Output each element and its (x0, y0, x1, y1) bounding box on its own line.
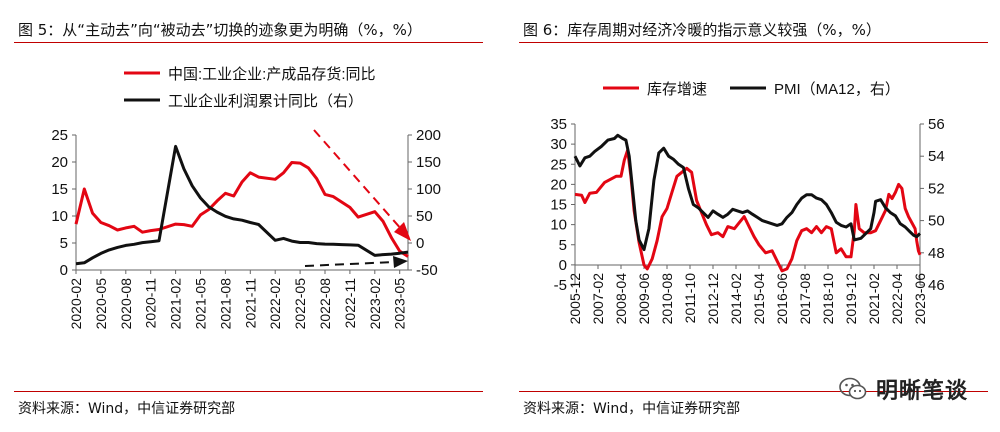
x-tick-label: 2021-05 (193, 278, 209, 330)
x-tick-label: 2023-06 (912, 273, 928, 325)
y-left-tick-label: 0 (60, 262, 68, 279)
x-tick-label: 2021-11 (242, 278, 258, 329)
y-right-tick-label: 54 (928, 148, 945, 165)
x-tick-label: 2022-05 (292, 278, 308, 330)
y-left-tick-label: 15 (550, 197, 567, 214)
series-line-2 (75, 144, 409, 266)
x-tick-label: 2020-02 (68, 278, 84, 330)
y-right-tick-label: 46 (928, 277, 945, 294)
figure-5-source-rule (14, 391, 483, 392)
legend-label-1: 中国:工业企业:产成品存货:同比 (168, 65, 376, 83)
figure-6-source-rule (519, 391, 988, 392)
y-left-tick-label: 25 (51, 127, 68, 144)
x-tick-label: 2019-12 (843, 273, 859, 325)
y-right-tick-label: -50 (416, 262, 438, 279)
figure-5-title-rule (14, 42, 483, 43)
figure-6-source: 资料来源：Wind，中信证券研究部 (523, 401, 741, 417)
y-left-tick-label: 25 (550, 156, 567, 173)
x-tick-label: 2022-04 (889, 273, 905, 325)
x-tick-label: 2007-02 (590, 273, 606, 325)
figure-5-chart: 0 5 10 15 20 25 -50 0 50 100 150 200 2020-02 2020-05 2… (51, 65, 441, 330)
x-tick-label: 2012-12 (705, 273, 721, 325)
legend-label-2: 工业企业利润累计同比（右） (168, 92, 363, 110)
figure-6-panel: 图 6：库存周期对经济冷暖的指示意义较强（%，%） -5 0 5 10 15 20 25 30… (505, 0, 1000, 432)
y-right-tick-label: 48 (928, 245, 945, 262)
x-tick-label: 2010-08 (659, 273, 675, 325)
y-left-tick-label: 35 (550, 116, 567, 133)
figure-5-source: 资料来源：Wind，中信证券研究部 (18, 401, 236, 417)
figure-6-title-rule (519, 42, 988, 43)
wechat-icon (839, 377, 867, 400)
x-tick-label: 2022-11 (342, 278, 358, 329)
figure-5-title: 图 5：从“主动去”向“被动去”切换的迹象更为明确（%，%） (18, 21, 422, 39)
y-left-tick-label: 30 (550, 136, 567, 153)
figure-5-panel: 图 5：从“主动去”向“被动去”切换的迹象更为明确（%，%） 0 5 10 15 20 2… (0, 0, 495, 432)
x-tick-label: 2011-10 (682, 273, 698, 324)
y-right-tick-label: 50 (416, 208, 433, 225)
y-left-tick-label: -5 (554, 277, 567, 294)
x-tick-label: 2023-02 (367, 278, 383, 330)
x-tick-label: 2014-02 (728, 273, 744, 325)
x-tick-label: 2020-11 (143, 278, 159, 329)
x-tick-label: 2020-05 (93, 278, 109, 330)
y-left-tick-label: 20 (51, 154, 68, 171)
y-left-tick-label: 10 (51, 208, 68, 225)
legend-label-2: PMI（MA12，右） (774, 81, 900, 98)
x-tick-label: 2008-04 (613, 273, 629, 325)
y-right-tick-label: 0 (416, 235, 424, 252)
x-tick-label: 2021-02 (866, 273, 882, 325)
x-tick-label: 2017-08 (797, 273, 813, 325)
x-tick-label: 2015-04 (751, 273, 767, 325)
x-tick-label: 2005-12 (567, 273, 583, 325)
x-tick-label: 2016-06 (774, 273, 790, 325)
trend-arrowhead-red (394, 222, 411, 241)
x-tick-label: 2022-08 (317, 278, 333, 330)
trend-arrow-black (304, 261, 396, 267)
y-right-tick-label: 150 (416, 154, 441, 171)
series-line-2 (573, 133, 922, 252)
y-left-tick-label: 0 (559, 257, 567, 274)
trend-arrow-red (313, 129, 403, 231)
x-tick-label: 2009-06 (636, 273, 652, 325)
legend-label-1: 库存增速 (647, 81, 707, 98)
y-left-tick-label: 20 (550, 176, 567, 193)
trend-arrowhead-black (393, 256, 408, 268)
y-right-tick-label: 200 (416, 127, 441, 144)
y-left-tick-label: 15 (51, 181, 68, 198)
x-tick-label: 2021-02 (168, 278, 184, 330)
y-left-tick-label: 10 (550, 217, 567, 234)
series-line-1 (574, 148, 922, 273)
x-tick-label: 2021-08 (217, 278, 233, 330)
watermark-text: 明晰笔谈 (876, 379, 969, 404)
y-right-tick-label: 100 (416, 181, 441, 198)
x-tick-label: 2020-08 (118, 278, 134, 330)
y-right-tick-label: 52 (928, 180, 945, 197)
x-tick-label: 2018-10 (820, 273, 836, 325)
watermark: 明晰笔谈 (838, 373, 968, 405)
y-right-tick-label: 56 (928, 116, 945, 133)
series-line-1 (74, 161, 409, 258)
y-right-tick-label: 50 (928, 213, 945, 230)
y-left-tick-label: 5 (60, 235, 68, 252)
figure-6-chart: -5 0 5 10 15 20 25 30 35 46 48 50 52 54 56 2005-12 2007-… (550, 81, 945, 325)
y-left-tick-label: 5 (559, 237, 567, 254)
x-tick-label: 2022-02 (267, 278, 283, 330)
x-tick-label: 2023-05 (392, 278, 408, 330)
figure-6-title: 图 6：库存周期对经济冷暖的指示意义较强（%，%） (523, 21, 881, 39)
